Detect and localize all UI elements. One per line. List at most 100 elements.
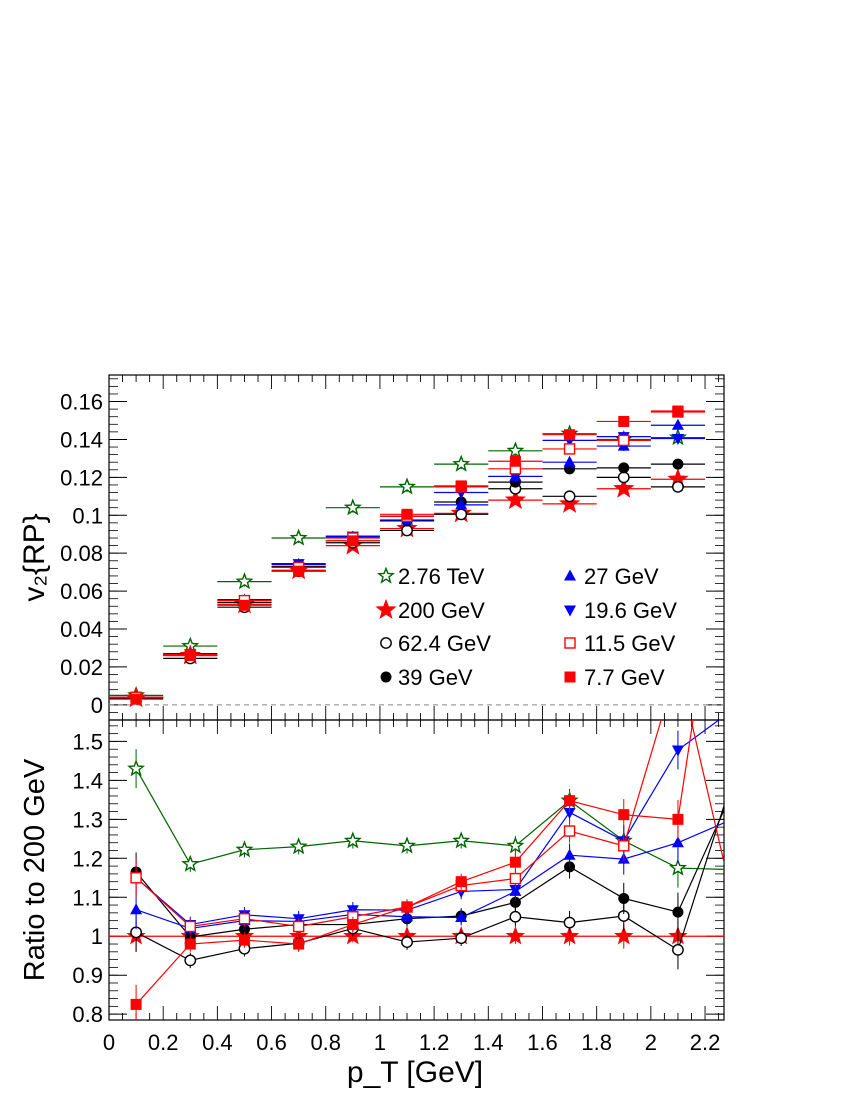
ratio-line	[135, 720, 694, 1005]
ratio-point	[668, 858, 687, 876]
data-point	[564, 429, 576, 441]
ratio-point	[455, 876, 467, 888]
top-data	[109, 405, 706, 708]
data-point	[509, 455, 521, 467]
bottom-xtick-label: 2	[645, 1030, 657, 1055]
ratio-point	[509, 856, 521, 868]
bottom-panel: 0.8 0.9 1 1.1 1.2 1.3 1.4 1.5 0 0.2 0.4 0.6 0.8 1 1.2 1…	[72, 659, 725, 1055]
ratio-point	[563, 916, 576, 929]
bottom-ytick-label: 1	[91, 924, 103, 949]
data-point	[455, 508, 468, 521]
data-point	[401, 508, 413, 520]
ratio-point	[671, 836, 684, 848]
bottom-xtick-label: 1	[374, 1030, 386, 1055]
legend-label: 27 GeV	[584, 564, 659, 589]
ratio-series-62-4-gev	[130, 803, 724, 970]
bottom-xtick-label: 1.6	[527, 1030, 558, 1055]
ratio-point	[563, 848, 576, 860]
ratio-point	[238, 913, 251, 925]
ratio-line	[135, 822, 724, 930]
data-point	[398, 477, 417, 495]
data-point	[671, 418, 684, 430]
ratio-point	[127, 759, 146, 777]
ratio-point	[509, 872, 522, 885]
bottom-xtick-label: 0.2	[148, 1030, 179, 1055]
ratio-point	[506, 836, 525, 854]
ratio-point	[343, 831, 362, 849]
data-point	[235, 572, 254, 590]
ratio-point	[618, 840, 630, 852]
legend-marker	[377, 566, 395, 584]
data-point	[455, 498, 468, 510]
ratio-point	[184, 938, 196, 950]
ratio-point	[563, 825, 576, 837]
ratio-point	[455, 932, 468, 945]
legend-label: 19.6 GeV	[584, 598, 677, 623]
data-point	[563, 443, 576, 455]
legend-item: 2.76 TeV	[377, 564, 485, 589]
legend-marker	[375, 598, 397, 620]
legend-marker	[380, 637, 392, 649]
ratio-point	[292, 920, 305, 933]
ratio-line	[135, 808, 724, 938]
ratio-point	[564, 795, 576, 807]
top-panel: 0 0.02 0.04 0.06 0.08 0.1 0.12 0.14 0.16	[60, 374, 725, 721]
data-point	[618, 434, 630, 447]
data-point	[671, 434, 684, 446]
legend-label: 62.4 GeV	[398, 631, 491, 656]
bottom-xtick-label: 0.8	[310, 1030, 341, 1055]
data-point	[618, 462, 630, 474]
ratio-point	[672, 943, 684, 956]
data-point	[672, 480, 684, 493]
data-point	[452, 454, 471, 472]
data-point	[617, 471, 630, 484]
bottom-ytick-label: 1.1	[72, 885, 103, 910]
data-point	[504, 488, 526, 510]
ratio-line	[135, 803, 724, 962]
top-ytick-label: 0.08	[60, 541, 103, 566]
ratio-point	[563, 807, 576, 819]
legend-label: 7.7 GeV	[584, 665, 665, 690]
ratio-line	[135, 720, 724, 928]
top-ytick-label: 0	[91, 693, 103, 718]
top-ytick-label: 0.1	[72, 503, 103, 528]
data-point	[563, 455, 576, 467]
ratio-point	[509, 910, 522, 923]
top-ytick-label: 0.04	[60, 617, 103, 642]
bottom-data	[109, 659, 724, 1020]
bottom-frame	[108, 719, 725, 1021]
legend-label: 200 GeV	[398, 598, 485, 623]
top-ytick-label: 0.14	[60, 427, 103, 452]
ratio-point	[452, 831, 471, 849]
ratio-point	[614, 926, 634, 945]
top-ytick-label: 0.16	[60, 390, 103, 415]
data-point	[509, 471, 522, 483]
legend-item: 39 GeV	[380, 665, 473, 690]
legend-marker	[564, 605, 576, 617]
data-point	[563, 490, 576, 503]
ratio-series-19-6-gev	[130, 720, 720, 933]
ratio-point	[559, 926, 580, 945]
ratio-point	[289, 837, 308, 855]
ratio-point	[672, 813, 684, 825]
legend-item: 200 GeV	[375, 598, 485, 623]
ratio-point	[509, 884, 522, 896]
bottom-ytick-label: 1.3	[72, 807, 103, 832]
legend-label: 2.76 TeV	[398, 564, 485, 589]
bottom-y-axis-label: Ratio to 200 GeV	[19, 758, 51, 981]
data-point	[672, 405, 684, 417]
bottom-xtick-label: 1.4	[473, 1030, 504, 1055]
data-point	[343, 498, 362, 516]
ratio-point	[401, 901, 413, 913]
ratio-point	[673, 659, 683, 669]
legend-marker	[564, 569, 576, 581]
ratio-point	[130, 903, 143, 915]
legend-item: 19.6 GeV	[564, 598, 677, 623]
ratio-point	[671, 745, 684, 757]
data-point	[130, 693, 142, 705]
ratio-point	[130, 872, 142, 884]
ratio-point	[398, 836, 417, 854]
ratio-series-2-76-tev	[127, 749, 724, 888]
data-point	[347, 535, 359, 547]
